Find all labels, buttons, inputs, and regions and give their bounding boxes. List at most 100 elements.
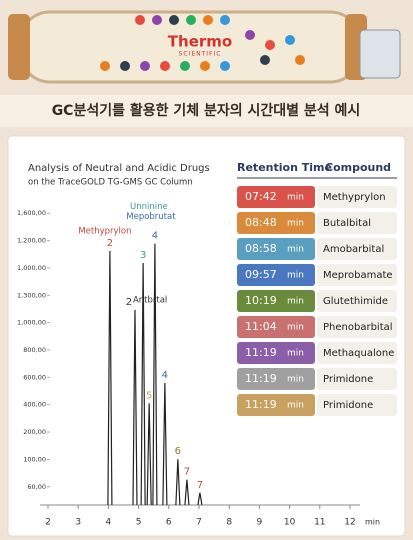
x-tick-label: 9	[257, 518, 263, 528]
time: 08:58	[245, 242, 277, 255]
peak	[152, 243, 158, 506]
time-cell	[237, 238, 315, 260]
compound: Meprobamate	[323, 270, 393, 281]
time: 11:19	[245, 372, 277, 385]
peak	[175, 459, 181, 506]
y-tick-label: 1,200,00	[17, 237, 46, 245]
x-tick-label: 4	[106, 518, 112, 528]
time-cell	[237, 342, 315, 364]
table-header: Retention Time	[237, 161, 332, 174]
compound: Amobarbital	[323, 244, 384, 255]
time: 09:57	[245, 268, 277, 281]
y-tick-label: 1,000,00	[17, 319, 46, 327]
annotation: Antbrtal	[133, 295, 167, 305]
time: 11:04	[245, 320, 277, 333]
y-tick-label: 200,00	[23, 428, 46, 436]
time-cell	[237, 394, 315, 416]
time: 07:42	[245, 190, 277, 203]
compound: Methaqualone	[323, 348, 394, 359]
compound-cell	[317, 186, 397, 208]
tube-cap	[8, 14, 30, 80]
compound-cell	[317, 290, 397, 312]
compound: Phenobarbital	[323, 322, 393, 333]
peak-label: 5	[146, 390, 152, 401]
brand: Thermo	[168, 33, 232, 51]
table-header: Compound	[325, 161, 391, 174]
x-tick-label: 10	[284, 518, 296, 528]
time-cell	[237, 290, 315, 312]
x-tick-label: 3	[75, 518, 81, 528]
compound-cell	[317, 368, 397, 390]
time-unit: min	[287, 401, 304, 411]
peak-label: 7	[197, 480, 203, 491]
time: 11:19	[245, 398, 277, 411]
time-unit: min	[287, 297, 304, 307]
x-tick-label: 12	[344, 518, 355, 528]
panel	[7, 135, 406, 537]
title-bar	[0, 95, 413, 127]
x-tick-label: 5	[136, 518, 142, 528]
brand-sub: SCIENTIFIC	[179, 51, 222, 58]
compound: Butalbital	[323, 218, 371, 229]
time-cell	[237, 316, 315, 338]
compound-cell	[317, 394, 397, 416]
peak	[146, 403, 152, 506]
annotation: Mepobrutat	[126, 212, 176, 222]
compound-cell	[317, 342, 397, 364]
time: 11:19	[245, 346, 277, 359]
peak-label: 7	[184, 467, 190, 478]
time-unit: min	[287, 193, 304, 203]
molecules	[100, 15, 305, 71]
time-cell	[237, 212, 315, 234]
peak	[197, 492, 203, 506]
peak	[162, 382, 168, 506]
peak-label: 3	[140, 250, 146, 261]
chart-title: Analysis of Neutral and Acidic Drugs	[28, 163, 210, 174]
x-tick-label: 11	[314, 518, 325, 528]
peak-label: 6	[175, 446, 181, 457]
time-cell	[237, 368, 315, 390]
time-unit: min	[287, 245, 304, 255]
time-unit: min	[287, 271, 304, 281]
time-unit: min	[287, 375, 304, 385]
x-tick-label: 8	[226, 518, 232, 528]
time: 08:48	[245, 216, 277, 229]
time-unit: min	[287, 323, 304, 333]
annotation: Methyprylon	[78, 226, 131, 236]
time-unit: min	[287, 349, 304, 359]
compound: Primidone	[323, 374, 373, 385]
time-cell	[237, 264, 315, 286]
y-tick-label: 600,00	[23, 373, 46, 381]
compound: Methyprylon	[323, 192, 386, 203]
peak-label: 2	[126, 297, 132, 308]
instrument	[359, 29, 401, 79]
y-tick-label: 400,00	[23, 401, 46, 409]
x-tick-label: 6	[166, 518, 172, 528]
peak	[184, 479, 190, 506]
y-tick-label: 1,600,00	[17, 209, 46, 217]
peak	[132, 309, 138, 506]
compound: Primidone	[323, 400, 373, 411]
x-tick-label: 7	[196, 518, 202, 528]
compound: Glutethimide	[323, 296, 388, 307]
y-tick-label: 100,00	[23, 455, 46, 463]
peak-label: 4	[152, 231, 158, 242]
time-cell	[237, 186, 315, 208]
peak-label: 4	[162, 370, 168, 381]
time-unit: min	[287, 219, 304, 229]
x-tick-label: 2	[45, 518, 51, 528]
page-title: GC분석기를 활용한 기체 분자의 시간대별 분석 예시	[52, 102, 361, 119]
annotation: Unninine	[130, 202, 168, 212]
chart-subtitle: on the TraceGOLD TG-GMS GC Column	[28, 178, 193, 188]
peak	[107, 250, 113, 506]
compound-cell	[317, 238, 397, 260]
compound-cell	[317, 212, 397, 234]
peak-label: 2	[107, 238, 113, 249]
time: 10:19	[245, 294, 277, 307]
x-axis-label: min	[365, 518, 380, 527]
peak	[140, 263, 146, 506]
y-tick-label: 60,00	[27, 483, 46, 491]
y-tick-label: 1,000,00	[17, 264, 46, 272]
y-tick-label: 800,00	[23, 346, 46, 354]
